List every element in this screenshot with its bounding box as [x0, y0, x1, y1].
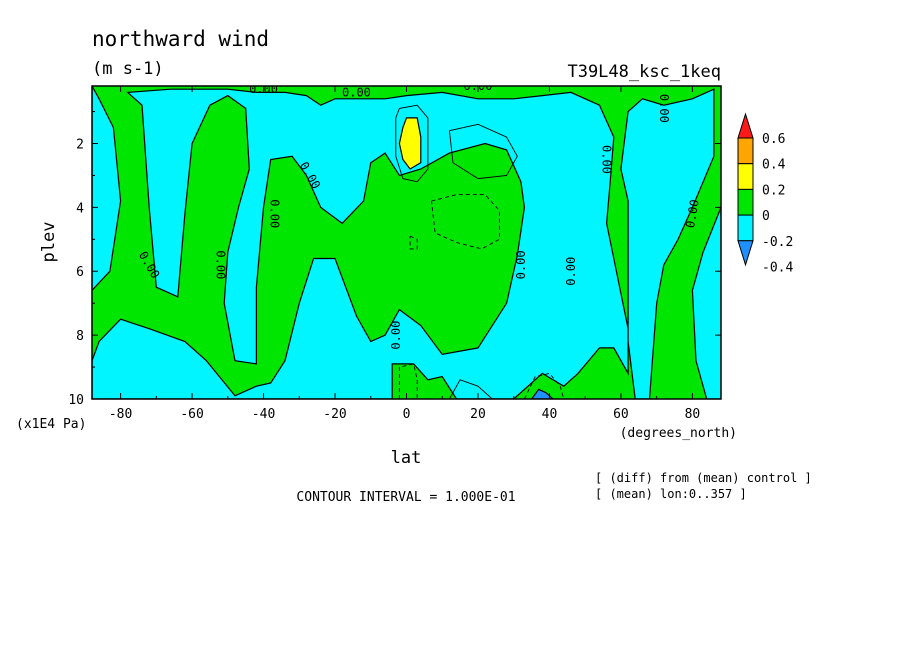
y-tick-label: 6: [76, 265, 84, 280]
colorbar-label: -0.2: [762, 235, 793, 250]
colorbar-label: -0.4: [762, 261, 793, 276]
x-axis: -80 -60 -40 -20 0 20 40 60 80: [109, 86, 700, 422]
contour-line-6: [449, 379, 493, 399]
note-mean-lon: [ (mean) lon:0..357 ]: [595, 487, 747, 501]
contour-label-4: 0.00: [600, 145, 614, 174]
x-tick-label: -20: [323, 407, 346, 422]
colorbar-arrow-top: [737, 112, 754, 139]
region-neg-3: [691, 207, 721, 399]
contour-line-4: [398, 363, 418, 399]
y-axis-label: plev: [39, 222, 59, 263]
colorbar: 0.6 0.4 0.2 0 -0.2 -0.4: [737, 112, 793, 276]
contour-label-10: 0.00: [514, 250, 528, 279]
x-axis-label: lat: [391, 448, 422, 468]
contour-label-6: 0.00: [267, 199, 281, 228]
x-tick-label: -80: [109, 407, 132, 422]
experiment-label: T39L48_ksc_1keq: [567, 62, 721, 82]
x-axis-units: (degrees_north): [620, 426, 737, 441]
contour-line-0: [395, 104, 429, 183]
chart-title: northward wind: [92, 27, 269, 51]
contour-line-3: [409, 235, 418, 250]
colorbar-label: 0.2: [762, 183, 785, 198]
x-tick-label: 0: [403, 407, 411, 422]
region-neg-1: [92, 88, 629, 399]
colorbar-arrow-bottom: [737, 240, 754, 267]
contour-line-5: [523, 372, 565, 399]
y-axis: 2 4 6 8 10: [68, 111, 721, 408]
chart-units: (m s-1): [92, 59, 164, 79]
contour-interval: CONTOUR INTERVAL = 1.000E-01: [296, 490, 515, 505]
colorbar-label: 0.6: [762, 132, 785, 147]
y-axis-units: (x1E4 Pa): [16, 417, 86, 432]
region-neg-2: [620, 88, 715, 399]
x-tick-label: 20: [470, 407, 486, 422]
colorbar-segment: [737, 163, 754, 190]
contour-label-12: 0.00: [389, 321, 403, 350]
region-pos-4: [398, 117, 422, 170]
contour-label-3: 0.00: [657, 94, 671, 123]
y-tick-label: 10: [68, 393, 84, 408]
colorbar-label: 0.4: [762, 158, 786, 173]
colorbar-label: 0: [762, 209, 770, 224]
note-diff: [ (diff) from (mean) control ]: [595, 471, 812, 485]
colorbar-segment: [737, 214, 754, 242]
colorbar-segment: [737, 188, 754, 216]
contour-line-2: [431, 194, 500, 250]
y-tick-label: 4: [76, 201, 84, 216]
contour-line-1: [448, 123, 518, 180]
region-neg-0: [92, 86, 122, 292]
contour-label-11: 0.00: [564, 257, 578, 286]
filled-regions: [92, 86, 721, 399]
x-tick-label: 60: [613, 407, 629, 422]
x-tick-label: -40: [252, 407, 275, 422]
contour-label-1: 0.00: [342, 85, 371, 99]
plot-area: 0.00 0.00 0.000.000.000.000.00 0.000.00 0.00…: [92, 85, 721, 399]
contour-label-9: 0.00: [214, 250, 228, 279]
contour-lines: [395, 104, 565, 399]
x-tick-label: 80: [685, 407, 701, 422]
x-tick-label: 40: [542, 407, 558, 422]
y-tick-label: 8: [76, 329, 84, 344]
y-tick-label: 2: [76, 137, 84, 152]
colorbar-segment: [737, 137, 754, 165]
x-tick-label: -60: [180, 407, 203, 422]
region-neg2-5: [530, 388, 554, 399]
contour-label-7: 0.00: [683, 198, 702, 229]
